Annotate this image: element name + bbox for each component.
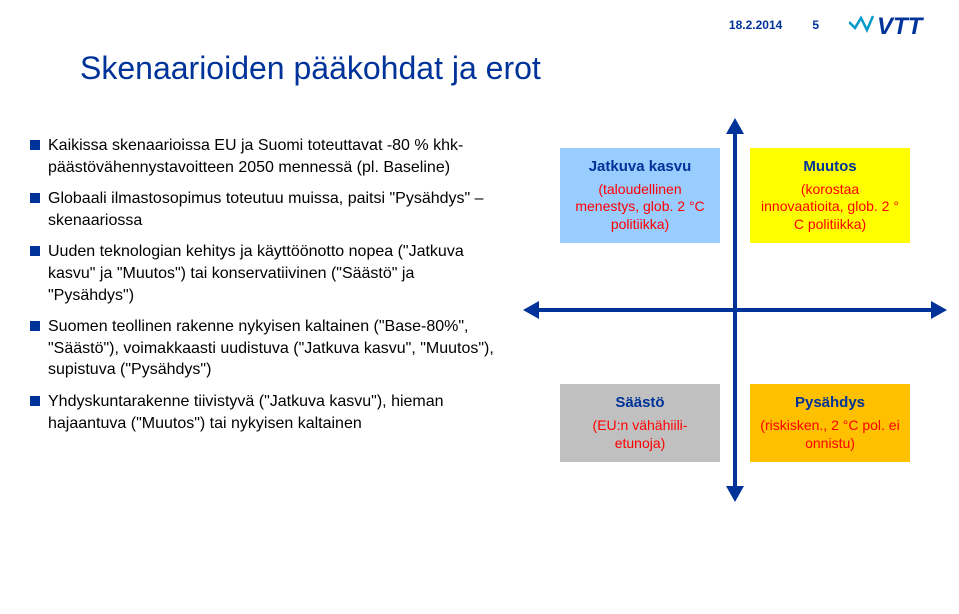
quadrant-box-topleft: Jatkuva kasvu (taloudellinen menestys, g…: [560, 148, 720, 243]
bullet-text: Suomen teollinen rakenne nykyisen kaltai…: [48, 316, 500, 381]
list-item: Yhdyskuntarakenne tiivistyvä ("Jatkuva k…: [30, 391, 500, 434]
box-label: Pysähdys: [758, 394, 902, 413]
bullet-marker: [30, 193, 40, 203]
horizontal-axis: [535, 308, 935, 312]
bullet-text: Kaikissa skenaarioissa EU ja Suomi toteu…: [48, 135, 500, 178]
bullet-text: Globaali ilmastosopimus toteutuu muissa,…: [48, 188, 500, 231]
date-label: 18.2.2014: [729, 18, 782, 32]
list-item: Kaikissa skenaarioissa EU ja Suomi toteu…: [30, 135, 500, 178]
list-item: Uuden teknologian kehitys ja käyttöönott…: [30, 241, 500, 306]
list-item: Suomen teollinen rakenne nykyisen kaltai…: [30, 316, 500, 381]
box-label: Jatkuva kasvu: [568, 158, 712, 177]
bullet-marker: [30, 140, 40, 150]
bullet-marker: [30, 246, 40, 256]
box-desc: (korostaa innovaatioita, glob. 2 ° C pol…: [758, 181, 902, 234]
box-desc: (taloudellinen menestys, glob. 2 °C poli…: [568, 181, 712, 234]
quadrant-diagram: Jatkuva kasvu (taloudellinen menestys, g…: [545, 140, 925, 480]
list-item: Globaali ilmastosopimus toteutuu muissa,…: [30, 188, 500, 231]
bullet-text: Uuden teknologian kehitys ja käyttöönott…: [48, 241, 500, 306]
bullet-list: Kaikissa skenaarioissa EU ja Suomi toteu…: [30, 135, 500, 444]
page-number: 5: [812, 18, 819, 32]
svg-text:VTT: VTT: [877, 13, 925, 40]
quadrant-box-bottomleft: Säästö (EU:n vähähiili-etunoja): [560, 384, 720, 462]
slide-title: Skenaarioiden pääkohdat ja erot: [80, 50, 541, 87]
quadrant-box-bottomright: Pysähdys (riskisken., 2 °C pol. ei onnis…: [750, 384, 910, 462]
box-desc: (EU:n vähähiili-etunoja): [568, 417, 712, 452]
slide-header: 18.2.2014 5 VTT: [729, 10, 939, 40]
box-desc: (riskisken., 2 °C pol. ei onnistu): [758, 417, 902, 452]
bullet-marker: [30, 321, 40, 331]
vtt-logo: VTT: [849, 10, 939, 40]
bullet-marker: [30, 396, 40, 406]
quadrant-box-topright: Muutos (korostaa innovaatioita, glob. 2 …: [750, 148, 910, 243]
bullet-text: Yhdyskuntarakenne tiivistyvä ("Jatkuva k…: [48, 391, 500, 434]
box-label: Säästö: [568, 394, 712, 413]
box-label: Muutos: [758, 158, 902, 177]
